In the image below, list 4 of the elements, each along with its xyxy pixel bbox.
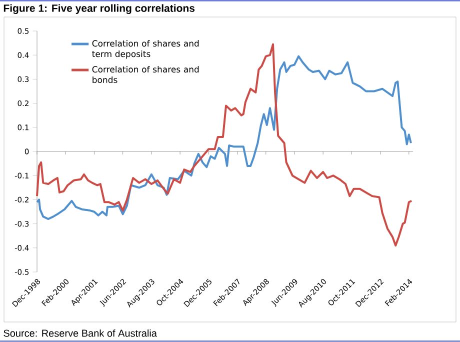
chart-title: Figure 1: Five year rolling correlations [4, 4, 195, 14]
legend-label: Correlation of shares and term deposits [92, 40, 199, 59]
source-note: Source: Reserve Bank of Australia [4, 329, 157, 337]
legend-label: Correlation of shares and bonds [92, 66, 199, 84]
